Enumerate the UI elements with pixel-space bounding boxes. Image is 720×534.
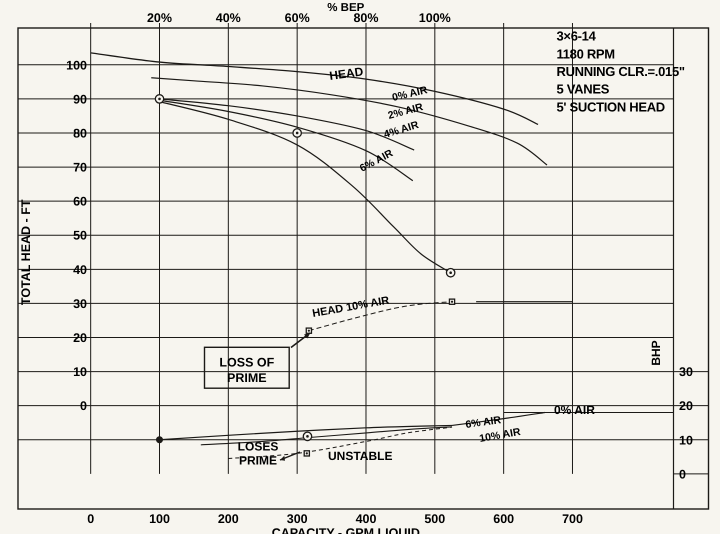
svg-text:30: 30: [679, 365, 693, 379]
svg-text:10: 10: [73, 365, 87, 379]
svg-text:60: 60: [73, 195, 87, 209]
svg-text:80: 80: [73, 127, 87, 141]
svg-text:700: 700: [562, 512, 583, 526]
svg-text:0: 0: [80, 399, 87, 413]
svg-text:PRIME: PRIME: [239, 454, 277, 468]
svg-text:0% AIR: 0% AIR: [554, 403, 595, 417]
svg-text:600: 600: [493, 512, 514, 526]
svg-text:20: 20: [73, 331, 87, 345]
svg-text:40: 40: [73, 263, 87, 277]
svg-text:300: 300: [287, 512, 308, 526]
svg-text:LOSS OF: LOSS OF: [219, 356, 274, 370]
svg-text:0: 0: [87, 512, 94, 526]
svg-text:TOTAL HEAD - FT: TOTAL HEAD - FT: [19, 199, 33, 305]
svg-text:0: 0: [679, 467, 686, 481]
svg-text:CAPACITY - GPM LIQUID: CAPACITY - GPM LIQUID: [272, 526, 420, 534]
svg-text:40%: 40%: [216, 11, 241, 25]
svg-text:20: 20: [679, 399, 693, 413]
svg-text:50: 50: [73, 229, 87, 243]
svg-text:400: 400: [356, 512, 377, 526]
svg-text:30: 30: [73, 297, 87, 311]
svg-text:LOSES: LOSES: [238, 440, 279, 454]
svg-text:BHP: BHP: [649, 340, 663, 365]
svg-text:90: 90: [73, 92, 87, 106]
svg-text:200: 200: [218, 512, 239, 526]
svg-text:60%: 60%: [285, 11, 310, 25]
svg-text:100%: 100%: [419, 11, 451, 25]
svg-text:80%: 80%: [353, 11, 378, 25]
svg-text:RUNNING CLR.=.015": RUNNING CLR.=.015": [557, 64, 685, 79]
svg-text:20%: 20%: [147, 11, 172, 25]
svg-text:PRIME: PRIME: [227, 371, 267, 385]
svg-text:10: 10: [679, 433, 693, 447]
svg-text:UNSTABLE: UNSTABLE: [328, 449, 392, 463]
svg-text:3×6-14: 3×6-14: [557, 29, 597, 44]
svg-text:100: 100: [149, 512, 170, 526]
svg-text:5' SUCTION HEAD: 5' SUCTION HEAD: [557, 99, 665, 114]
svg-text:100: 100: [66, 58, 87, 72]
svg-text:500: 500: [424, 512, 445, 526]
svg-text:70: 70: [73, 161, 87, 175]
svg-text:5 VANES: 5 VANES: [557, 82, 610, 97]
svg-text:1180 RPM: 1180 RPM: [557, 46, 615, 61]
